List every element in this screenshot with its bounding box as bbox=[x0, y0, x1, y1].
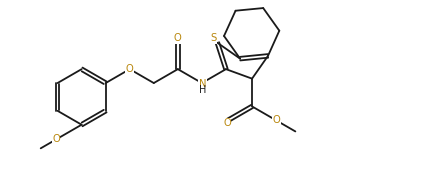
Text: H: H bbox=[199, 85, 206, 96]
Text: O: O bbox=[223, 118, 231, 128]
Text: O: O bbox=[52, 134, 60, 144]
Text: N: N bbox=[198, 79, 206, 89]
Text: O: O bbox=[174, 33, 182, 43]
Text: O: O bbox=[126, 64, 134, 74]
Text: O: O bbox=[273, 115, 280, 125]
Text: S: S bbox=[210, 33, 217, 43]
